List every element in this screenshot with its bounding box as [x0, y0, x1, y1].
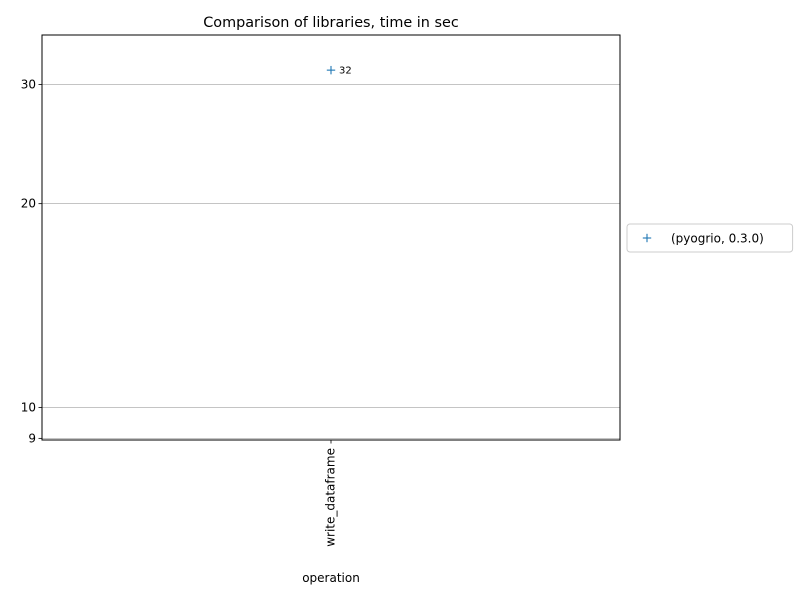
plot-frame: [41, 34, 621, 441]
data-point: [326, 65, 336, 75]
legend-label: (pyogrio, 0.3.0): [671, 232, 764, 246]
y-tick-label: 9: [28, 431, 36, 445]
x-tick-label: write_dataframe: [324, 448, 338, 547]
x-axis-label: operation: [302, 571, 360, 585]
legend: (pyogrio, 0.3.0): [626, 223, 794, 253]
y-tick-label: 30: [21, 77, 36, 91]
data-label: 32: [339, 66, 352, 77]
y-axis: 9 10 20 30: [21, 77, 42, 445]
y-tick-label: 10: [21, 400, 36, 414]
gridlines: [42, 84, 620, 439]
x-axis: write_dataframe: [324, 440, 338, 547]
legend-box: [626, 223, 794, 253]
data-points: 32: [326, 65, 352, 77]
chart-title: Comparison of libraries, time in sec: [203, 15, 459, 31]
y-tick-label: 20: [21, 197, 36, 211]
